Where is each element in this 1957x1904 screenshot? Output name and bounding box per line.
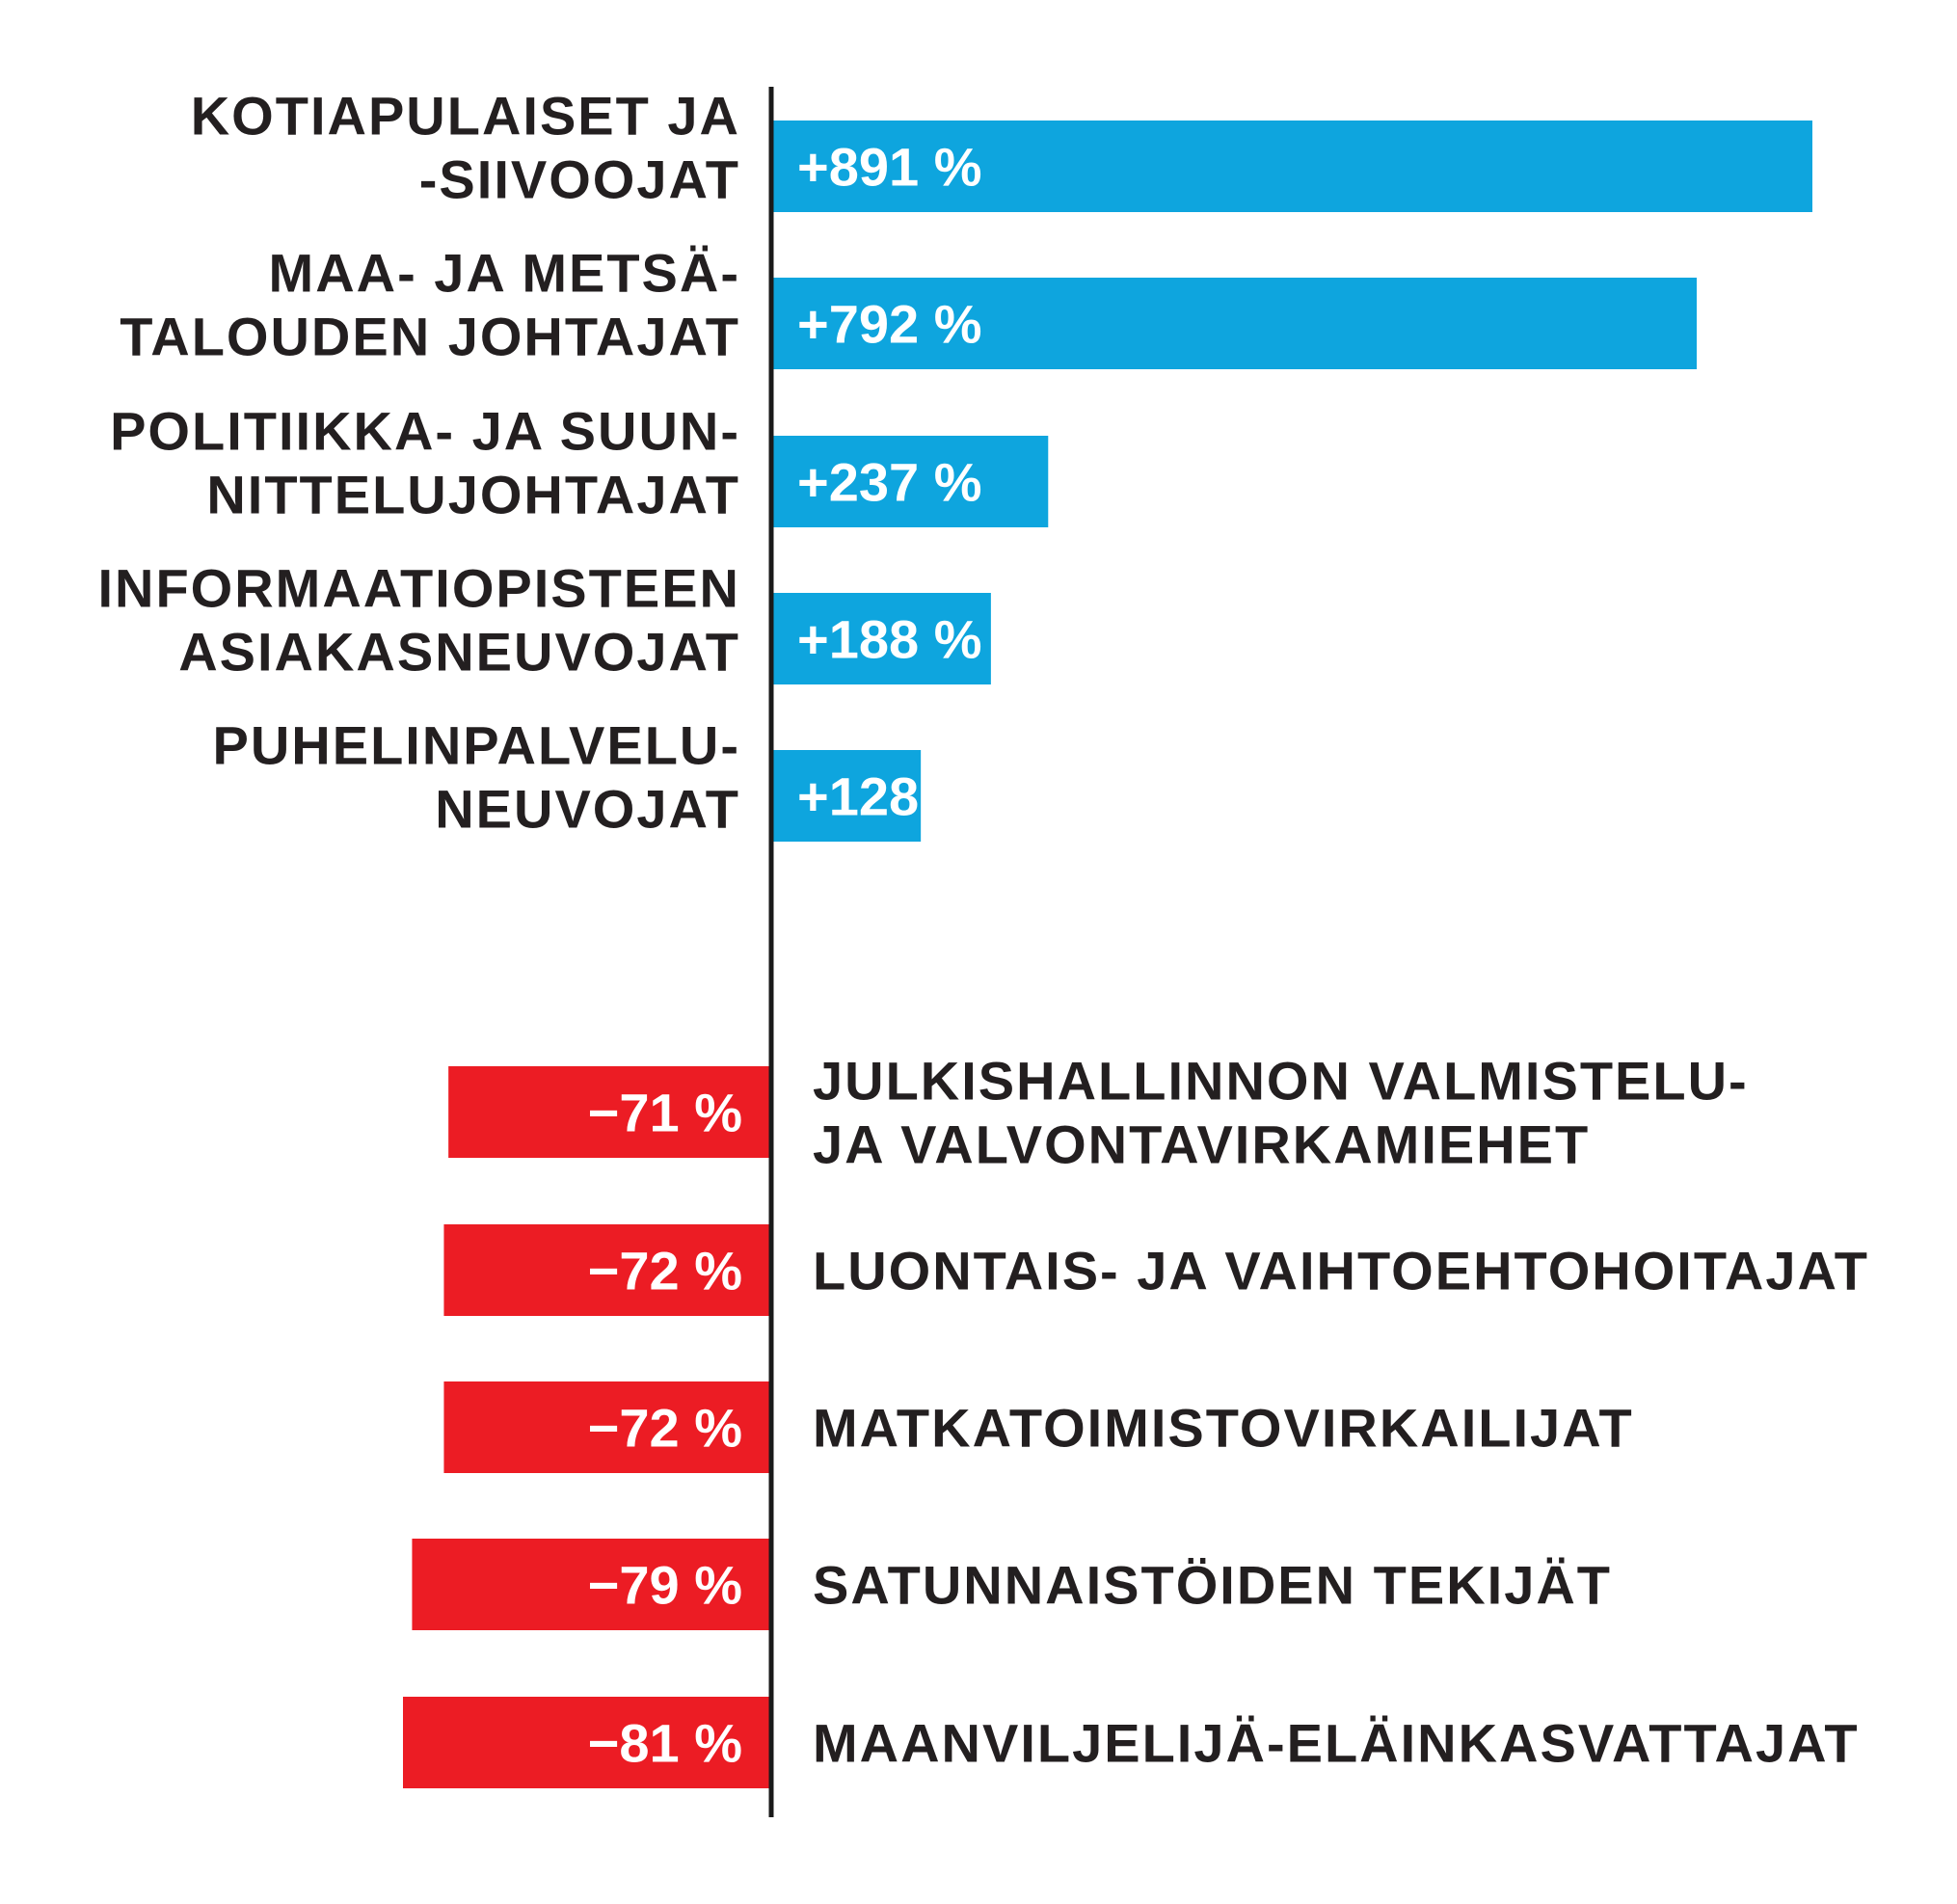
increase-bar <box>771 278 1697 369</box>
increase-bar <box>771 121 1812 212</box>
decrease-category-label: MAANVILJELIJÄ-ELÄINKASVATTAJAT <box>813 1713 1860 1774</box>
increase-category-label: MAA- JA METSÄ- <box>269 243 740 304</box>
decrease-bar-group: −72 % LUONTAIS- JA VAIHTOEHTOHOITAJAT <box>443 1224 1869 1316</box>
increase-category-label: NITTELUJOHTAJAT <box>206 465 740 525</box>
increase-bar-group: +128 % PUHELINPALVELU-NEUVOJAT <box>213 715 982 842</box>
increase-value-label: +128 % <box>797 766 982 827</box>
increase-value-label: +188 % <box>797 609 982 670</box>
decrease-value-label: −72 % <box>588 1241 742 1301</box>
increase-category-label: NEUVOJAT <box>435 779 740 840</box>
increase-bar-group: +792 % MAA- JA METSÄ-TALOUDEN JOHTAJAT <box>120 243 1697 369</box>
decrease-bar <box>403 1697 771 1788</box>
decrease-bar <box>443 1381 771 1473</box>
increase-category-label: -SIIVOOJAT <box>419 149 740 210</box>
decrease-bar-group: −71 % JULKISHALLINNON VALMISTELU-JA VALVO… <box>448 1051 1749 1175</box>
increase-category-label: PUHELINPALVELU- <box>213 715 740 776</box>
increase-bar <box>771 750 922 842</box>
decrease-bar-group: −72 % MATKATOIMISTOVIRKAILIJAT <box>443 1381 1634 1473</box>
increase-category-label: TALOUDEN JOHTAJAT <box>120 307 740 367</box>
increase-category-label: INFORMAATIOPISTEEN <box>97 558 740 619</box>
increase-bar <box>771 436 1049 527</box>
increase-category-label: POLITIIKKA- JA SUUN- <box>110 401 740 462</box>
increase-category-label: ASIAKASNEUVOJAT <box>178 622 740 683</box>
decrease-value-label: −72 % <box>588 1398 742 1459</box>
increase-value-label: +237 % <box>797 452 982 513</box>
increase-bar-group: +237 % POLITIIKKA- JA SUUN-NITTELUJOHTAJA… <box>110 401 1049 527</box>
decrease-value-label: −81 % <box>588 1713 742 1774</box>
decrease-bar-group: −81 % MAANVILJELIJÄ-ELÄINKASVATTAJAT <box>403 1697 1860 1788</box>
increase-bar-group: +891 % KOTIAPULAISET JA-SIIVOOJAT <box>191 86 1812 212</box>
increase-value-label: +792 % <box>797 294 982 355</box>
decrease-bar <box>448 1066 771 1158</box>
decrease-category-label: SATUNNAISTÖIDEN TEKIJÄT <box>813 1555 1612 1616</box>
increase-bar <box>771 593 991 684</box>
increase-category-label: KOTIAPULAISET JA <box>191 86 740 147</box>
decrease-category-label: MATKATOIMISTOVIRKAILIJAT <box>813 1398 1634 1459</box>
decrease-bar <box>412 1539 771 1630</box>
decrease-bar <box>443 1224 771 1316</box>
decrease-category-label: JULKISHALLINNON VALMISTELU- <box>813 1051 1749 1112</box>
increase-value-label: +891 % <box>797 137 982 198</box>
decrease-value-label: −79 % <box>588 1555 742 1616</box>
decrease-value-label: −71 % <box>588 1083 742 1143</box>
decrease-category-label: JA VALVONTAVIRKAMIEHET <box>813 1114 1590 1175</box>
decrease-category-label: LUONTAIS- JA VAIHTOEHTOHOITAJAT <box>813 1241 1869 1301</box>
decrease-bar-group: −79 % SATUNNAISTÖIDEN TEKIJÄT <box>412 1539 1612 1630</box>
